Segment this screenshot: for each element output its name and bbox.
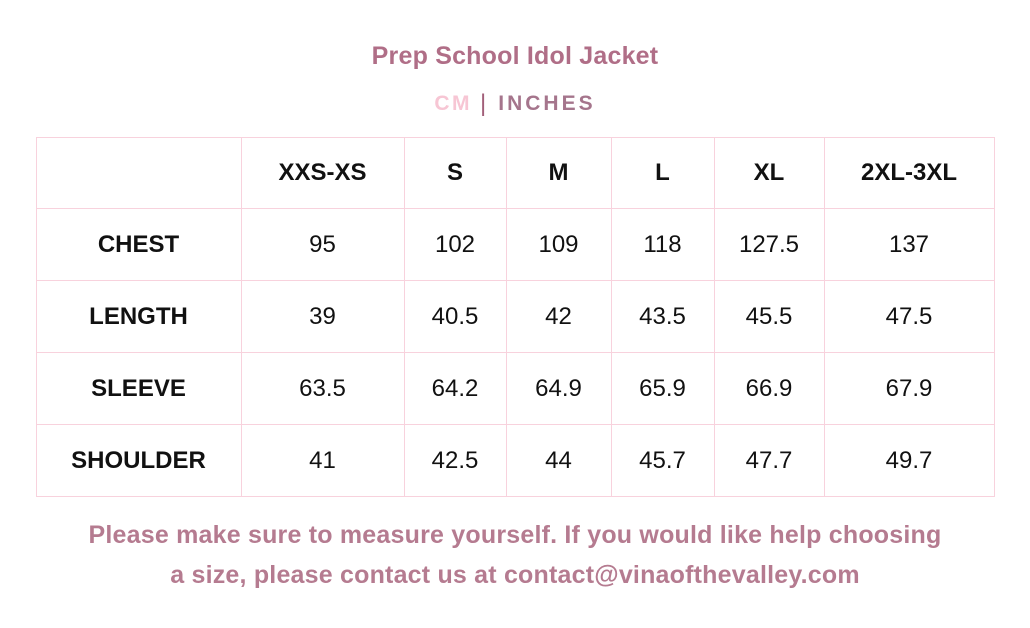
cell-sleeve-xl: 66.9 bbox=[713, 352, 825, 425]
column-header-xxs-xs: XXS-XS bbox=[240, 137, 405, 209]
cell-sleeve-2xl-3xl: 67.9 bbox=[823, 352, 995, 425]
row-label-sleeve: SLEEVE bbox=[35, 352, 242, 425]
measure-note-line2: a size, please contact us at contact@vin… bbox=[170, 561, 860, 589]
cell-shoulder-l: 45.7 bbox=[610, 424, 715, 497]
unit-cm-button[interactable]: CM bbox=[434, 92, 473, 115]
unit-separator: | bbox=[480, 90, 487, 117]
cell-shoulder-s: 42.5 bbox=[403, 424, 507, 497]
measure-note: Please make sure to measure yourself. If… bbox=[20, 515, 1010, 595]
table-row-chest: CHEST 95 102 109 118 127.5 137 bbox=[35, 208, 995, 281]
column-header-m: M bbox=[505, 137, 612, 209]
row-label-chest: CHEST bbox=[35, 208, 242, 281]
cell-shoulder-xl: 47.7 bbox=[713, 424, 825, 497]
table-row-shoulder: SHOULDER 41 42.5 44 45.7 47.7 49.7 bbox=[35, 424, 995, 497]
unit-toggle: CM | INCHES bbox=[0, 90, 1030, 117]
cell-shoulder-m: 44 bbox=[505, 424, 612, 497]
cell-sleeve-s: 64.2 bbox=[403, 352, 507, 425]
corner-cell bbox=[35, 137, 242, 209]
row-label-length: LENGTH bbox=[35, 280, 242, 353]
cell-chest-2xl-3xl: 137 bbox=[823, 208, 995, 281]
cell-length-m: 42 bbox=[505, 280, 612, 353]
unit-inches-button[interactable]: INCHES bbox=[498, 92, 596, 115]
cell-sleeve-m: 64.9 bbox=[505, 352, 612, 425]
cell-length-2xl-3xl: 47.5 bbox=[823, 280, 995, 353]
column-header-s: S bbox=[403, 137, 507, 209]
table-header-row: XXS-XS S M L XL 2XL-3XL bbox=[35, 137, 995, 209]
size-chart-table: XXS-XS S M L XL 2XL-3XL CHEST 95 102 109… bbox=[35, 137, 995, 497]
column-header-l: L bbox=[610, 137, 715, 209]
cell-sleeve-l: 65.9 bbox=[610, 352, 715, 425]
cell-length-l: 43.5 bbox=[610, 280, 715, 353]
table-row-sleeve: SLEEVE 63.5 64.2 64.9 65.9 66.9 67.9 bbox=[35, 352, 995, 425]
cell-sleeve-xxs-xs: 63.5 bbox=[240, 352, 405, 425]
cell-chest-xl: 127.5 bbox=[713, 208, 825, 281]
cell-length-xxs-xs: 39 bbox=[240, 280, 405, 353]
cell-shoulder-xxs-xs: 41 bbox=[240, 424, 405, 497]
column-header-xl: XL bbox=[713, 137, 825, 209]
cell-chest-s: 102 bbox=[403, 208, 507, 281]
cell-shoulder-2xl-3xl: 49.7 bbox=[823, 424, 995, 497]
cell-chest-xxs-xs: 95 bbox=[240, 208, 405, 281]
cell-length-xl: 45.5 bbox=[713, 280, 825, 353]
cell-length-s: 40.5 bbox=[403, 280, 507, 353]
cell-chest-m: 109 bbox=[505, 208, 612, 281]
column-header-2xl-3xl: 2XL-3XL bbox=[823, 137, 995, 209]
page-title: Prep School Idol Jacket bbox=[371, 42, 659, 70]
measure-note-line1: Please make sure to measure yourself. If… bbox=[88, 521, 942, 549]
table-row-length: LENGTH 39 40.5 42 43.5 45.5 47.5 bbox=[35, 280, 995, 353]
row-label-shoulder: SHOULDER bbox=[35, 424, 242, 497]
cell-chest-l: 118 bbox=[610, 208, 715, 281]
